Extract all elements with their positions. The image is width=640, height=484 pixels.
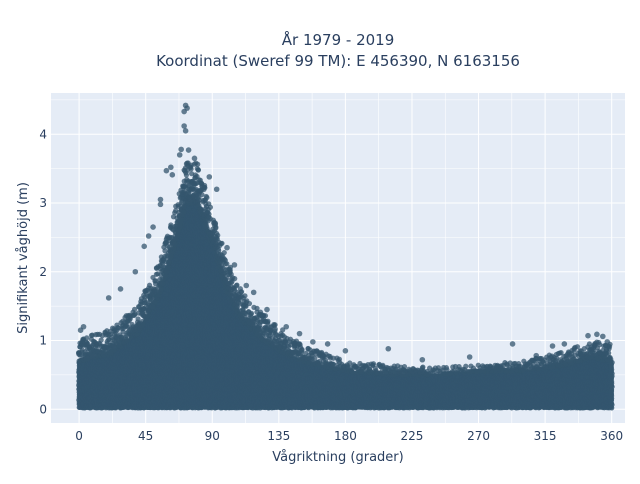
chart-container: 04590135180225270315360 01234 År 1979 - …	[0, 0, 640, 480]
scatter-chart: 04590135180225270315360 01234 År 1979 - …	[0, 0, 640, 480]
